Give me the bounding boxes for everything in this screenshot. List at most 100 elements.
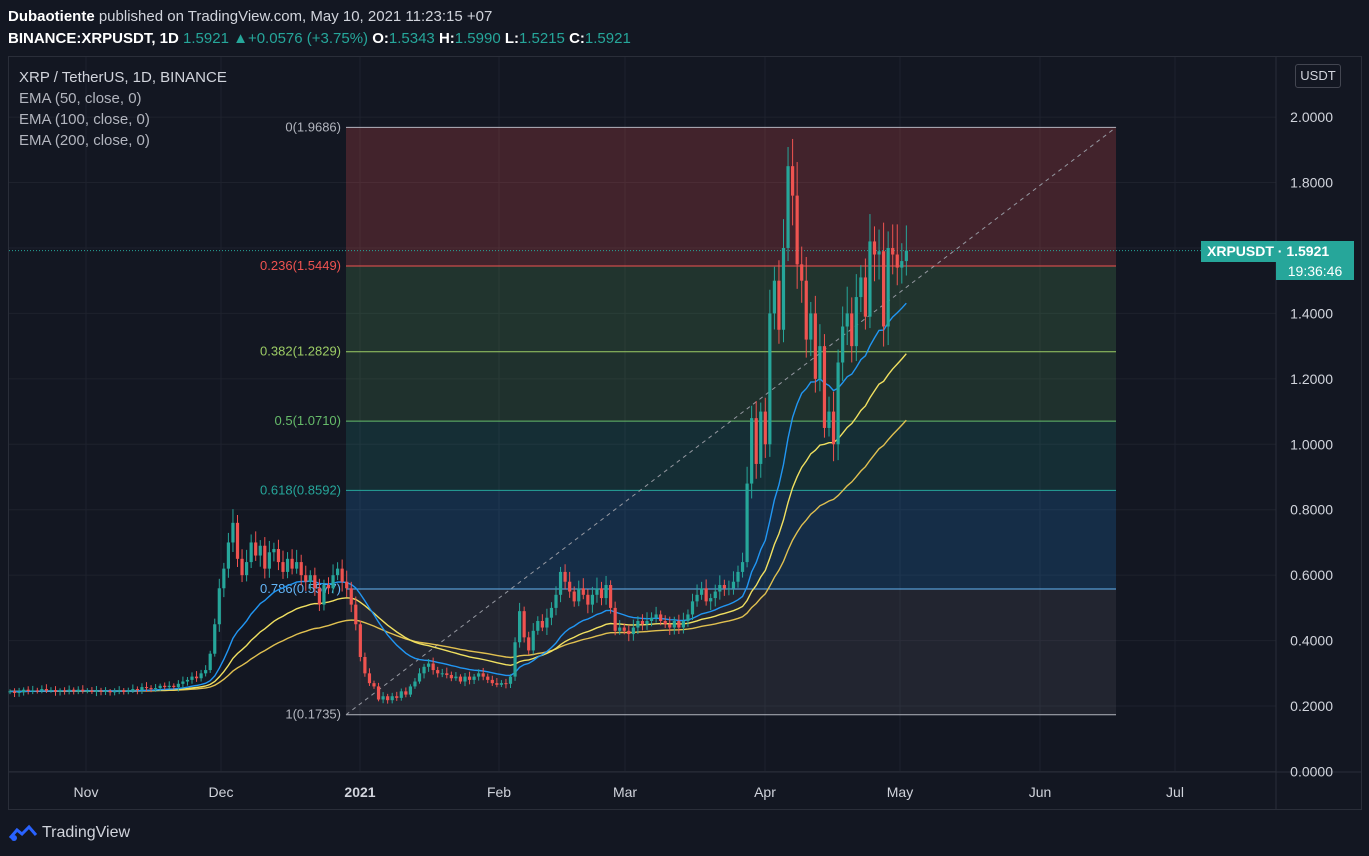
fib-zone: [346, 127, 1116, 267]
candle-body: [113, 691, 117, 693]
candle-body: [322, 584, 326, 605]
chart-legend: XRP / TetherUS, 1D, BINANCE EMA (50, clo…: [19, 67, 227, 151]
chart-panel[interactable]: [8, 56, 1362, 810]
ohlc-header: BINANCE:XRPUSDT, 1D 1.5921 ▲+0.0576 (+3.…: [8, 30, 631, 47]
candle-body: [26, 689, 30, 692]
candle-body: [272, 549, 276, 553]
candle-body: [126, 691, 130, 693]
price-tick-label: 2.0000: [1290, 109, 1333, 125]
tradingview-logo[interactable]: TradingView: [8, 822, 130, 844]
candle-body: [713, 591, 717, 599]
legend-ema100[interactable]: EMA (100, close, 0): [19, 111, 150, 128]
candle-body: [276, 549, 281, 563]
candle-body: [813, 313, 817, 379]
close-value: 1.5921: [584, 30, 631, 47]
candle-body: [31, 690, 35, 692]
candle-body: [740, 562, 745, 572]
candle-body: [427, 663, 431, 667]
candle-body: [786, 166, 790, 248]
time-axis: Nov Dec 2021 Feb Mar Apr May Jun Jul: [74, 784, 1184, 800]
candle-body: [490, 679, 494, 684]
publish-info: Dubaotiente published on TradingView.com…: [8, 8, 492, 25]
time-tick-label: May: [887, 784, 913, 800]
price-tick-label: 0.2000: [1290, 698, 1333, 714]
candle-body: [349, 588, 353, 605]
time-tick-label: Feb: [487, 784, 511, 800]
candle-body: [659, 614, 663, 621]
candle-body: [631, 627, 635, 635]
price-unit-button[interactable]: USDT: [1295, 64, 1341, 88]
fib-level-label: 0(1.9686): [285, 119, 341, 134]
legend-ema50[interactable]: EMA (50, close, 0): [19, 90, 142, 107]
tradingview-logo-icon: [8, 824, 38, 841]
candle-body: [131, 689, 135, 692]
candle-body: [750, 418, 754, 484]
brand-name: TradingView: [42, 824, 131, 841]
candle-body: [795, 195, 799, 265]
candle-body: [149, 688, 153, 690]
candle-body: [163, 685, 167, 688]
candle-body: [481, 673, 485, 677]
candle-body: [417, 673, 422, 682]
candle-body: [108, 691, 112, 693]
candle-body: [709, 598, 713, 602]
candle-body: [413, 681, 417, 687]
fib-level-label: 0.5(1.0710): [275, 413, 342, 428]
candle-body: [599, 588, 604, 599]
candle-body: [281, 562, 285, 572]
candle-body: [745, 483, 749, 563]
price-tick-label: 0.4000: [1290, 633, 1333, 649]
legend-ema200[interactable]: EMA (200, close, 0): [19, 132, 150, 149]
time-tick-label: 2021: [344, 784, 375, 800]
candle-body: [454, 676, 458, 679]
candle-body: [431, 663, 435, 671]
candle-body: [299, 562, 303, 576]
candle-body: [768, 313, 772, 445]
candle-body: [404, 691, 408, 695]
last-price: 1.5921: [183, 30, 229, 47]
fib-zone: [346, 421, 1116, 491]
candle-body: [422, 666, 426, 674]
candle-body: [90, 690, 94, 692]
time-tick-label: Jun: [1029, 784, 1052, 800]
candle-body: [718, 584, 722, 592]
candle-body: [399, 691, 403, 698]
price-change: +0.0576 (+3.75%): [247, 30, 369, 47]
candle-body: [85, 690, 89, 692]
candle-body: [540, 620, 544, 628]
price-tick-label: 1.8000: [1290, 175, 1333, 191]
candle-body: [345, 581, 349, 589]
candle-body: [772, 280, 776, 314]
candle-body: [395, 696, 399, 698]
candle-body: [67, 689, 71, 692]
candle-body: [759, 411, 763, 464]
price-tick-label: 0.0000: [1290, 764, 1333, 780]
candle-body: [285, 558, 290, 572]
candle-body: [663, 620, 667, 625]
fib-zone: [346, 589, 1116, 715]
candle-body: [604, 584, 608, 599]
candle-body: [135, 689, 139, 691]
ema50-line: [9, 302, 907, 693]
candle-body: [231, 522, 235, 543]
candle-body: [690, 601, 695, 615]
price-tick-label: 0.8000: [1290, 502, 1333, 518]
candle-body: [904, 250, 908, 262]
candle-body: [313, 575, 317, 589]
candle-body: [518, 611, 522, 643]
candle-body: [545, 617, 549, 628]
candle-body: [376, 686, 381, 700]
candle-body: [672, 620, 676, 628]
candle-body: [408, 686, 412, 695]
candle-body: [763, 411, 767, 445]
legend-title: XRP / TetherUS, 1D, BINANCE: [19, 69, 227, 86]
candle-body: [117, 690, 121, 692]
last-price-tag: XRPUSDT · 1.5921: [1201, 241, 1354, 262]
price-tick-label: 1.4000: [1290, 305, 1333, 321]
candle-body: [213, 624, 217, 654]
candle-body: [568, 581, 572, 592]
candle-body: [590, 594, 594, 605]
candle-body: [522, 611, 526, 638]
candle-body: [686, 614, 690, 621]
